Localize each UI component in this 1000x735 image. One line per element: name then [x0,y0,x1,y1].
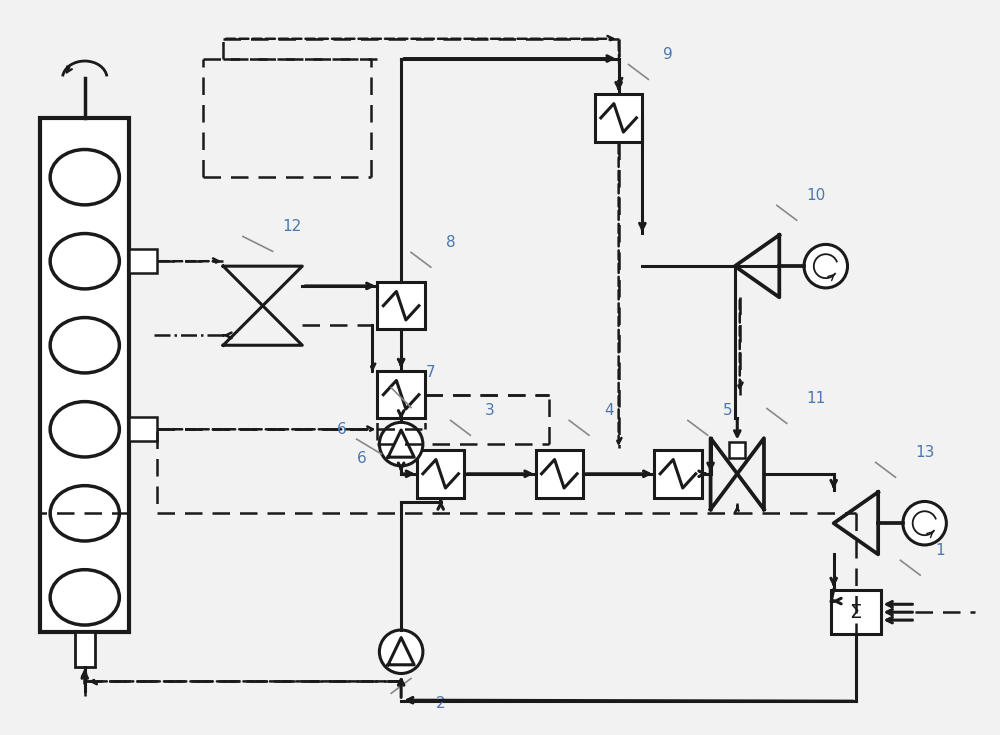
Circle shape [379,423,423,466]
Bar [129,417,157,441]
Bar [536,450,583,498]
Bar [654,450,702,498]
Text: 9: 9 [663,47,673,62]
Text: 4: 4 [604,403,614,418]
Ellipse shape [50,570,119,625]
Text: 10: 10 [807,188,826,203]
Text: 12: 12 [283,219,302,234]
Ellipse shape [50,401,119,457]
Text: 1: 1 [935,543,945,558]
Text: 2: 2 [436,695,445,711]
Text: 5: 5 [723,403,732,418]
Ellipse shape [50,486,119,541]
Bar [377,371,425,418]
Bar [75,632,95,667]
Ellipse shape [50,234,119,289]
Text: 13: 13 [915,445,935,460]
Circle shape [379,630,423,673]
Text: 7: 7 [426,365,436,381]
Ellipse shape [50,149,119,205]
Text: $\Sigma$: $\Sigma$ [849,603,862,622]
Text: 6: 6 [337,422,347,437]
Text: 3: 3 [485,403,495,418]
Bar [417,450,464,498]
Text: 6: 6 [357,451,366,467]
Bar [377,282,425,329]
Bar [831,590,881,634]
Bar [129,249,157,273]
Bar [729,442,745,458]
Text: 8: 8 [446,235,455,250]
Circle shape [903,501,946,545]
Circle shape [804,245,848,288]
Bar [595,94,642,142]
Text: 11: 11 [807,391,826,406]
Bar [40,118,129,632]
Ellipse shape [50,318,119,373]
